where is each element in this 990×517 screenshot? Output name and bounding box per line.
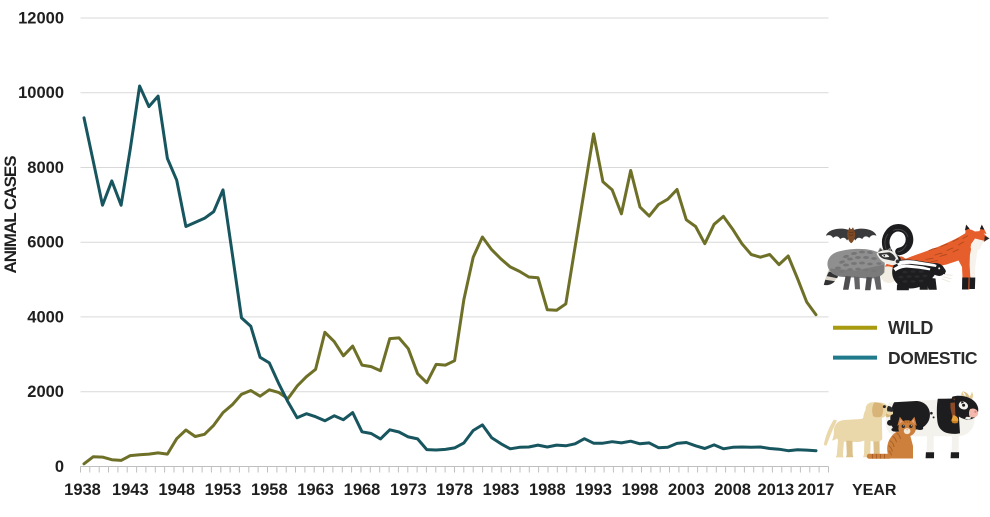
svg-text:1998: 1998 [622, 481, 659, 499]
svg-text:0: 0 [55, 458, 64, 476]
svg-text:8000: 8000 [27, 159, 64, 177]
svg-text:1983: 1983 [483, 481, 520, 499]
svg-text:2000: 2000 [27, 383, 64, 401]
svg-text:1948: 1948 [158, 481, 195, 499]
svg-text:1988: 1988 [529, 481, 566, 499]
svg-text:2008: 2008 [714, 481, 751, 499]
svg-text:1973: 1973 [390, 481, 427, 499]
svg-text:1943: 1943 [112, 481, 149, 499]
svg-text:ANIMAL CASES: ANIMAL CASES [1, 156, 20, 274]
svg-text:1968: 1968 [344, 481, 381, 499]
svg-text:DOMESTIC: DOMESTIC [888, 348, 978, 368]
svg-text:1938: 1938 [64, 481, 101, 499]
svg-text:1963: 1963 [297, 481, 334, 499]
svg-text:WILD: WILD [888, 318, 933, 338]
svg-text:2003: 2003 [668, 481, 705, 499]
svg-text:12000: 12000 [18, 10, 64, 28]
svg-text:2017: 2017 [798, 481, 835, 499]
svg-text:6000: 6000 [27, 234, 64, 252]
svg-text:1978: 1978 [436, 481, 473, 499]
svg-text:2013: 2013 [757, 481, 794, 499]
svg-text:1953: 1953 [205, 481, 242, 499]
svg-text:4000: 4000 [27, 308, 64, 326]
svg-text:1993: 1993 [575, 481, 612, 499]
svg-text:10000: 10000 [18, 84, 64, 102]
svg-text:1958: 1958 [251, 481, 288, 499]
svg-text:YEAR: YEAR [852, 482, 897, 499]
